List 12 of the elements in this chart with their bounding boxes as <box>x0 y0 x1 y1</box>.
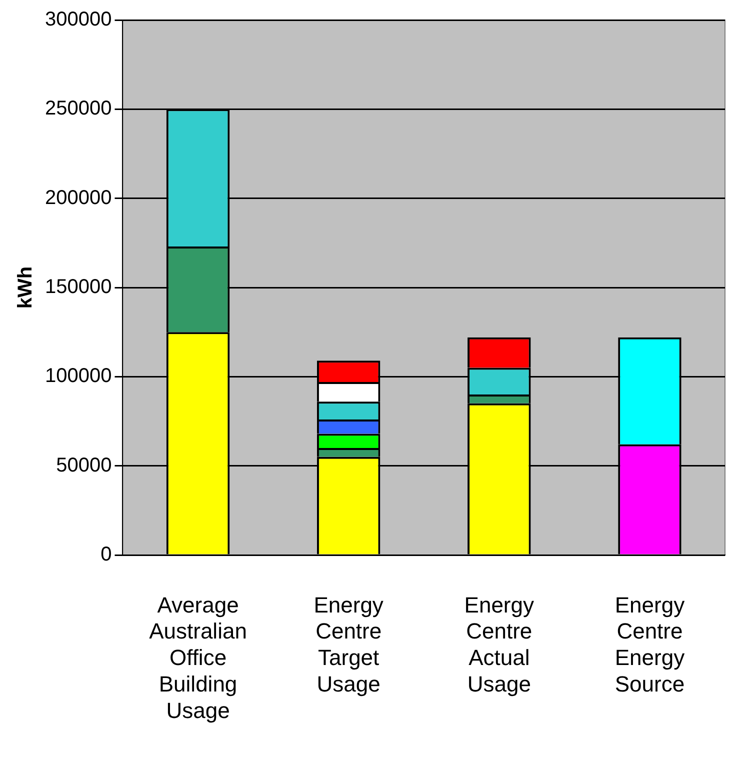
y-tick-label: 250000 <box>44 98 112 120</box>
y-tick-label: 300000 <box>44 8 112 31</box>
y-tick-label: 50000 <box>56 454 112 476</box>
y-axis-title: kWh <box>14 266 37 309</box>
x-tick-label: Average Australian Office Building Usage <box>149 592 247 723</box>
x-tick-label: Energy Centre Energy Source <box>614 592 685 696</box>
y-tick-label: 0 <box>100 544 112 566</box>
x-tick-label: Energy Centre Actual Usage <box>464 592 534 696</box>
x-tick-label: Energy Centre Target Usage <box>314 592 384 696</box>
y-tick-label: 200000 <box>44 186 112 209</box>
y-tick-label: 150000 <box>44 276 112 298</box>
y-tick-label: 100000 <box>44 365 112 388</box>
